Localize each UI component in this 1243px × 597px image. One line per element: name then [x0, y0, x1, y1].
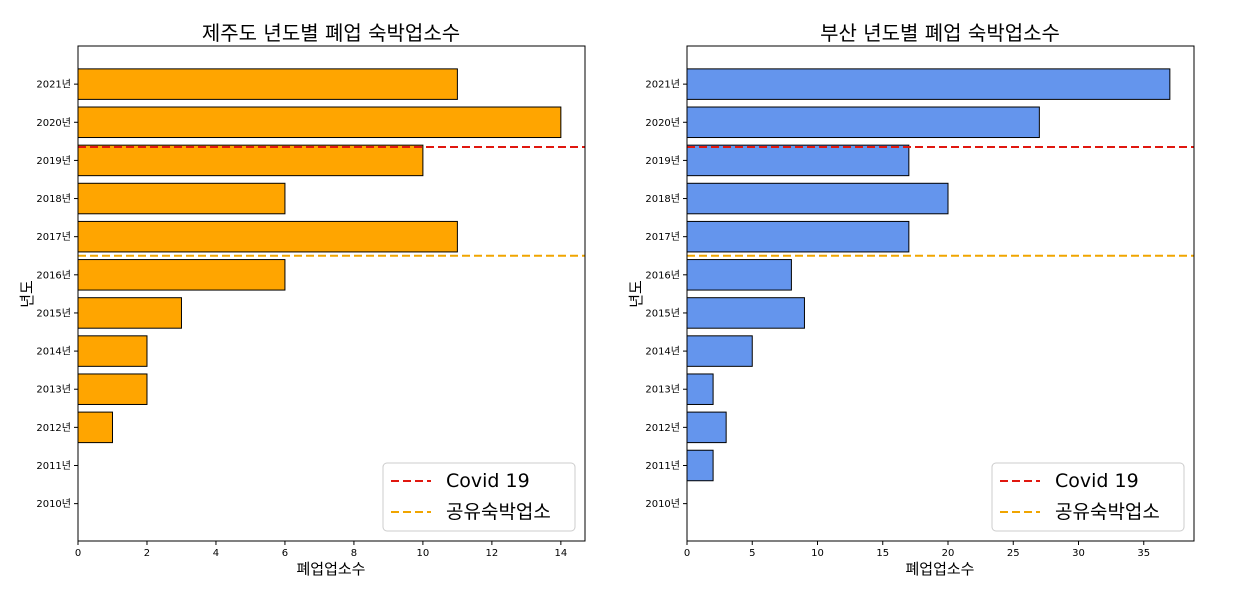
- reference-lines: [687, 146, 1194, 257]
- x-tick-label: 20: [942, 548, 955, 559]
- x-tick-label: 15: [876, 548, 889, 559]
- y-tick-label: 2016년: [645, 269, 680, 281]
- y-tick-label: 2019년: [645, 155, 680, 167]
- bar: [77, 68, 458, 100]
- plot-frame: [686, 45, 1195, 542]
- x-tick-label: 0: [684, 548, 690, 559]
- y-tick-label: 2015년: [645, 307, 680, 319]
- x-tick-label: 8: [351, 548, 357, 559]
- bar: [77, 373, 148, 405]
- y-tick-label: 2010년: [36, 498, 71, 510]
- legend-covid-label: Covid 19: [1055, 470, 1139, 492]
- y-tick-label: 2013년: [645, 384, 680, 396]
- legend-covid-label: Covid 19: [446, 470, 530, 492]
- x-tick-label: 14: [554, 548, 567, 559]
- bar: [686, 182, 949, 215]
- y-tick-label: 2017년: [645, 231, 680, 243]
- bar: [686, 220, 910, 253]
- legend: Covid 19 공유숙박업소: [991, 462, 1185, 532]
- x-tick-label: 25: [1007, 548, 1020, 559]
- bar-group: [686, 68, 1171, 482]
- y-tick-label: 2020년: [36, 117, 71, 129]
- y-ticks: 2010년 2011년 2012년 2013년 2014년 2015년 2016년 2017년…: [645, 79, 687, 510]
- x-ticks: 0 2 4 6 8 10 12 14: [75, 541, 567, 559]
- bar: [686, 68, 1171, 100]
- plot-frame: [77, 45, 586, 542]
- y-tick-label: 2012년: [36, 422, 71, 434]
- x-tick-label: 5: [749, 548, 755, 559]
- legend-sharing-label: 공유숙박업소: [1055, 501, 1160, 523]
- bar: [686, 106, 1040, 139]
- bar: [77, 335, 148, 367]
- bar: [686, 335, 753, 367]
- bar: [77, 182, 286, 215]
- x-tick-label: 4: [213, 548, 219, 559]
- y-ticks: 2010년 2011년 2012년 2013년 2014년 2015년 2016년 2017년…: [36, 79, 78, 510]
- bar: [686, 297, 805, 329]
- bar-group: [77, 68, 562, 444]
- x-tick-label: 2: [144, 548, 150, 559]
- y-tick-label: 2011년: [36, 460, 71, 472]
- x-axis-label: 폐업업소수: [296, 560, 365, 578]
- x-tick-label: 0: [75, 548, 81, 559]
- y-tick-label: 2014년: [36, 346, 71, 358]
- chart-title: 부산 년도별 폐업 숙박업소수: [820, 21, 1060, 45]
- bar: [686, 259, 792, 291]
- chart-title: 제주도 년도별 폐업 숙박업소수: [202, 21, 460, 45]
- bar: [77, 106, 562, 139]
- y-tick-label: 2018년: [645, 193, 680, 205]
- x-tick-label: 6: [282, 548, 288, 559]
- x-tick-label: 30: [1072, 548, 1085, 559]
- bar: [686, 449, 714, 482]
- y-tick-label: 2011년: [645, 460, 680, 472]
- y-tick-label: 2018년: [36, 193, 71, 205]
- bar: [77, 220, 458, 253]
- bar: [77, 297, 182, 329]
- y-tick-label: 2014년: [645, 346, 680, 358]
- x-tick-label: 12: [486, 548, 499, 559]
- x-ticks: 0 5 10 15 20 25 30 35: [684, 541, 1150, 559]
- bar: [77, 259, 286, 291]
- y-axis-label: 년도: [18, 280, 36, 308]
- bar: [686, 411, 727, 444]
- x-tick-label: 10: [811, 548, 824, 559]
- y-tick-label: 2020년: [645, 117, 680, 129]
- chart-busan: 부산 년도별 폐업 숙박업소수 2010년 2011년 2012년 2013년 2014…: [627, 21, 1195, 578]
- y-tick-label: 2021년: [645, 79, 680, 91]
- legend-sharing-label: 공유숙박업소: [446, 501, 551, 523]
- chart-jeju: 제주도 년도별 폐업 숙박업소수 2010년2011년2012년2013년201…: [18, 21, 586, 578]
- y-tick-label: 2013년: [36, 384, 71, 396]
- y-tick-label: 2010년: [645, 498, 680, 510]
- y-tick-label: 2021년: [36, 79, 71, 91]
- bar: [77, 144, 424, 177]
- y-tick-label: 2016년: [36, 269, 71, 281]
- bar: [77, 411, 113, 444]
- x-axis-label: 폐업업소수: [905, 560, 974, 578]
- bar: [686, 144, 910, 177]
- y-axis-label: 년도: [627, 280, 645, 308]
- legend: Covid 19 공유숙박업소: [382, 462, 576, 532]
- bar: [686, 373, 714, 405]
- x-tick-label: 10: [417, 548, 430, 559]
- y-tick-label: 2012년: [645, 422, 680, 434]
- reference-lines: [78, 146, 585, 257]
- y-tick-label: 2017년: [36, 231, 71, 243]
- x-tick-label: 35: [1137, 548, 1150, 559]
- y-tick-label: 2015년: [36, 307, 71, 319]
- y-tick-label: 2019년: [36, 155, 71, 167]
